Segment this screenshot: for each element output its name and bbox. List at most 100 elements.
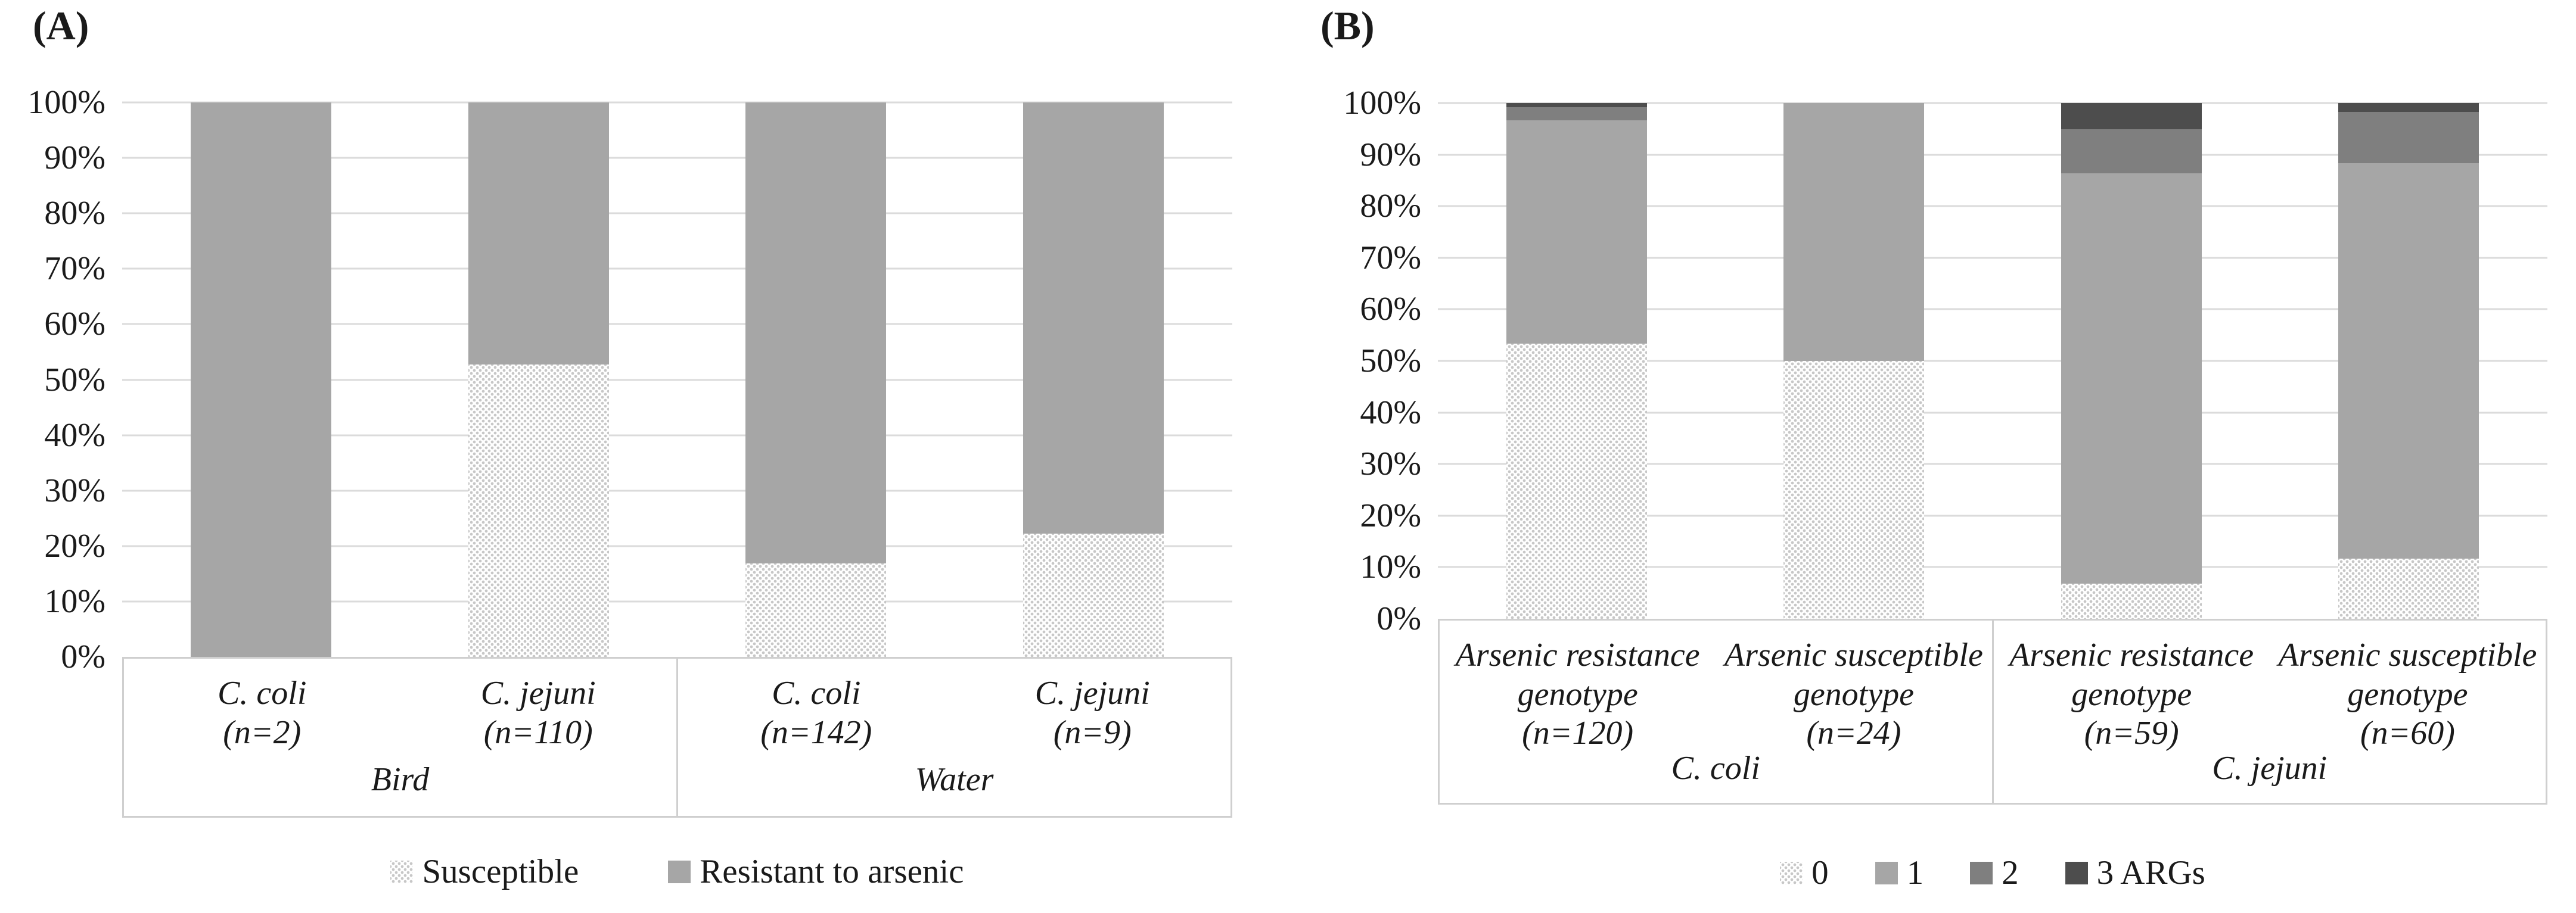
gridline [1438, 566, 2547, 568]
legend-swatch [1875, 861, 1898, 884]
gridline [122, 490, 1232, 492]
category-label: Arsenic susceptible genotype (n=24) [1716, 621, 1991, 753]
legend-item: 3 ARGs [2065, 856, 2205, 890]
bar-segment [1506, 344, 1647, 619]
y-tick-label: 100% [1343, 85, 1421, 121]
bar-segment [2338, 103, 2479, 112]
panel-a-label: (A) [33, 3, 89, 48]
gridline [1438, 412, 2547, 414]
legend-swatch [390, 860, 414, 883]
category-label-line: Arsenic resistance [1455, 637, 1700, 674]
legend: 0 1 2 3 ARGs [1438, 856, 2547, 890]
chart-a: 0% 10% 20% 30% 40% 50% 60% 70% 80% 90% 100% C. col… [0, 86, 1232, 889]
gridline [122, 600, 1232, 603]
panel-b: (B) 0% 10% 20% 30% 40% 50% 60% 70% 80% 90% 100% Ar… [1288, 0, 2576, 913]
legend: Susceptible Resistant to arsenic [122, 855, 1232, 889]
category-label-line: (n=110) [483, 713, 593, 751]
bar [1023, 102, 1164, 657]
legend-swatch [1970, 861, 1993, 884]
y-tick-label: 90% [1360, 136, 1421, 173]
y-tick-label: 100% [27, 84, 105, 121]
gridline [1438, 205, 2547, 207]
legend-label: 0 [1811, 854, 1829, 892]
category-names-row: C. coli (n=142) C. jejuni (n=9) [678, 659, 1230, 751]
category-label-line: (n=24) [1806, 715, 1901, 752]
bar-segment [1506, 103, 1647, 107]
category-label: Arsenic resistance genotype (n=59) [1994, 621, 2270, 753]
y-tick-label: 80% [44, 195, 105, 232]
category-label-line: genotype [1793, 675, 1914, 713]
category-label-line: C. coli [772, 675, 861, 712]
category-names-row: C. coli (n=2) C. jejuni (n=110) [124, 659, 676, 751]
bar [468, 102, 609, 657]
y-tick-label: 20% [44, 527, 105, 565]
legend-swatch [1780, 861, 1803, 884]
y-tick-label: 30% [44, 472, 105, 509]
category-group: Arsenic resistance genotype (n=120) Arsenic… [1440, 621, 1992, 803]
gridline [122, 267, 1232, 270]
category-label: C. coli (n=2) [124, 659, 400, 752]
bar-segment [190, 102, 331, 657]
bar [2061, 103, 2202, 619]
gridline [1438, 154, 2547, 156]
y-axis: 0% 10% 20% 30% 40% 50% 60% 70% 80% 90% 100% [0, 86, 122, 674]
bar-slot [955, 102, 1232, 657]
y-tick-label: 60% [44, 306, 105, 343]
plot-area [1438, 102, 2547, 619]
legend-label: 2 [2002, 854, 2019, 892]
bar-segment [468, 364, 609, 657]
chart-b: 0% 10% 20% 30% 40% 50% 60% 70% 80% 90% 100% Arseni… [1288, 86, 2547, 890]
y-tick-label: 0% [61, 638, 105, 675]
category-label-line: (n=142) [760, 713, 872, 751]
bar-segment [2061, 584, 2202, 619]
bar [2338, 103, 2479, 619]
category-label-line: C. coli [217, 675, 307, 712]
group-label: Bird [371, 761, 430, 798]
bar-segment [1783, 361, 1925, 619]
plot-area [122, 101, 1232, 657]
y-axis: 0% 10% 20% 30% 40% 50% 60% 70% 80% 90% 100% [1288, 86, 1438, 635]
legend-item: 0 [1780, 856, 1829, 890]
category-label-line: genotype [2347, 675, 2468, 713]
gridline [1438, 257, 2547, 259]
gridline [122, 157, 1232, 159]
gridline [122, 545, 1232, 547]
bar-segment [2338, 558, 2479, 619]
plot-wrap: C. coli (n=2) C. jejuni (n=110) Bird C. coli(… [122, 101, 1232, 889]
gridline [122, 434, 1232, 437]
category-label-line: genotype [1517, 675, 1638, 713]
y-tick-label: 20% [1360, 497, 1421, 534]
category-label: Arsenic susceptible genotype (n=60) [2270, 621, 2546, 753]
category-label-line: (n=120) [1522, 715, 1634, 752]
category-group: Arsenic resistance genotype (n=59) Arsenic … [1991, 621, 2546, 803]
gridline [122, 379, 1232, 381]
bar-slot [122, 102, 400, 657]
y-tick-label: 30% [1360, 445, 1421, 483]
legend-item: Resistant to arsenic [668, 855, 964, 889]
category-label-line: (n=2) [223, 713, 302, 751]
bar-slot [2270, 103, 2548, 619]
y-tick-label: 60% [1360, 291, 1421, 328]
y-tick-label: 50% [1360, 342, 1421, 379]
bar-slots [1438, 103, 2547, 619]
gridline [122, 323, 1232, 325]
y-tick-label: 90% [44, 139, 105, 177]
group-label: C. jejuni [2212, 750, 2328, 787]
y-tick-label: 70% [44, 250, 105, 288]
category-label-line: Arsenic susceptible [1724, 637, 1983, 674]
bar-segment [745, 102, 887, 563]
category-group: C. coli (n=142) C. jejuni (n=9) Water [676, 659, 1230, 816]
category-label: C. coli (n=142) [678, 659, 955, 752]
bar-segment [2061, 103, 2202, 130]
bar [745, 102, 887, 657]
y-tick-label: 70% [1360, 239, 1421, 276]
bar-slot [1993, 103, 2270, 619]
bar-slot [400, 102, 678, 657]
gridline [1438, 463, 2547, 465]
bar-segment [1506, 107, 1647, 120]
category-axis: Arsenic resistance genotype (n=120) Arsenic… [1438, 619, 2547, 805]
category-label-line: genotype [2071, 675, 2192, 713]
bar-slot [678, 102, 955, 657]
category-group: C. coli (n=2) C. jejuni (n=110) Bird [124, 659, 676, 816]
